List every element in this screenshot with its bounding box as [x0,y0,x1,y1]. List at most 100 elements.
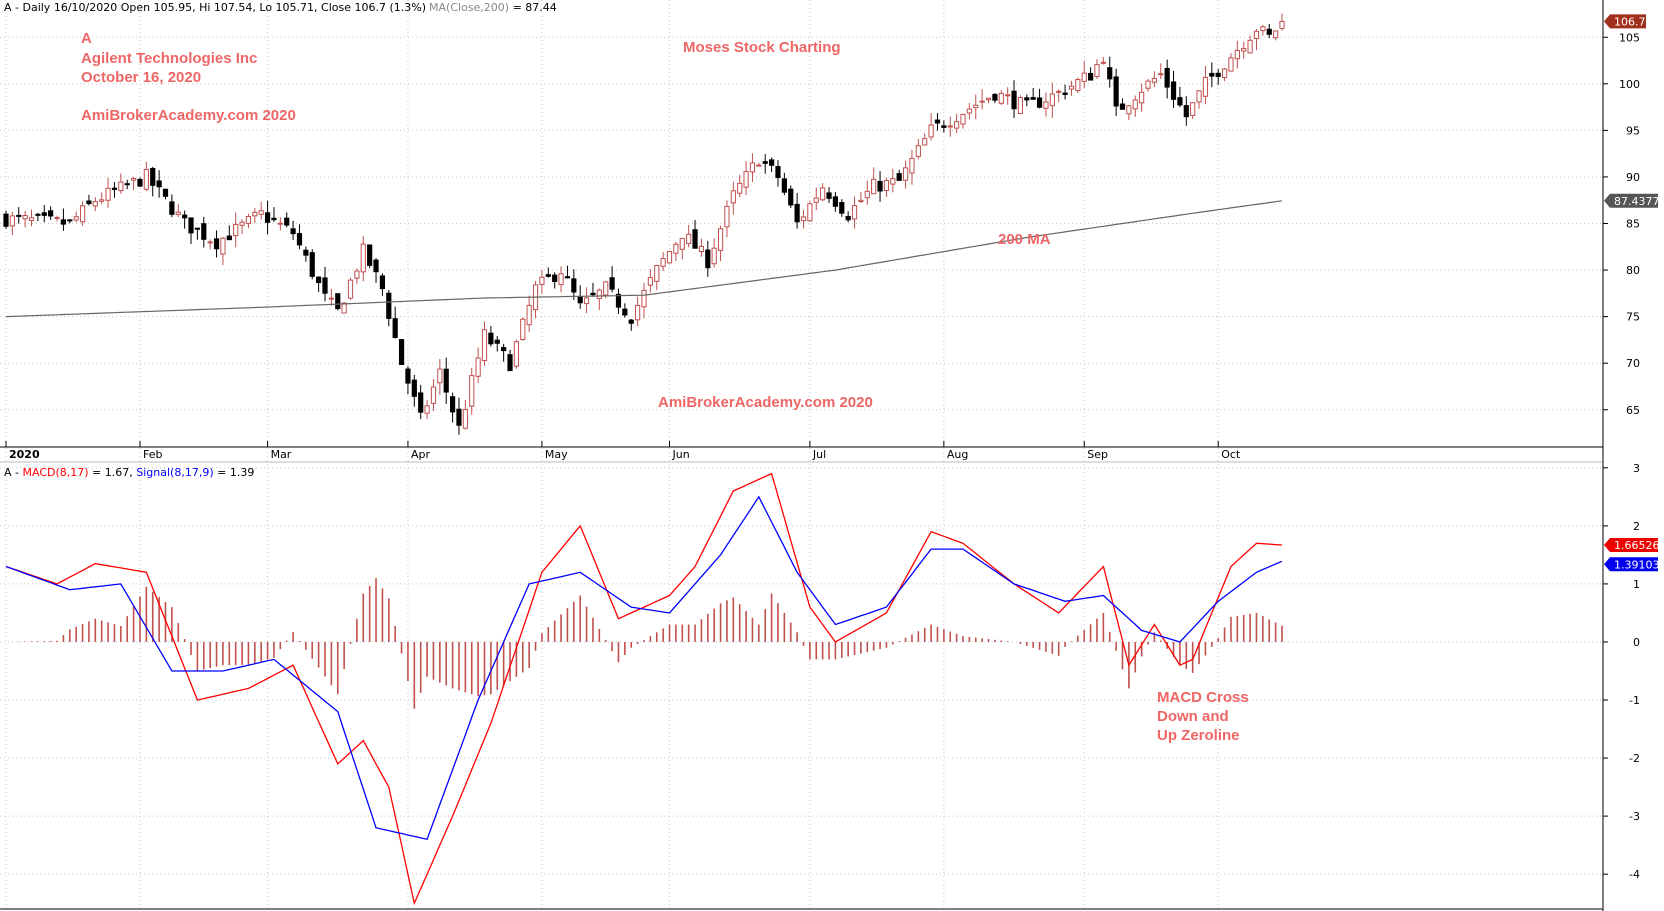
candle-body [966,108,972,114]
candle-body [92,201,98,207]
candle-body [322,277,328,294]
company-annotation: Agilent Technologies Inc [81,50,257,67]
site-annotation-top: AmiBrokerAcademy.com 2020 [81,107,296,124]
candle-body [851,205,858,220]
ma200-line [5,200,1283,318]
candle-body [1094,64,1100,77]
candle-body [398,339,405,365]
candle-body [309,252,315,277]
candle-body [858,199,864,202]
price-tick-label: 65 [1626,404,1640,417]
candle-body [1241,48,1247,52]
candle-body [973,104,979,109]
macd-value-tag: 1.66526 [1604,538,1660,553]
candle-body [16,214,22,217]
candle-body [1164,67,1170,88]
candle-body [54,217,60,220]
price-tick-label: 100 [1619,78,1640,91]
price-axis-ticks: 65 70 75 80 85 90 95 100 105 [1603,31,1640,417]
candle-body [1062,92,1068,95]
candle-body [1081,72,1087,82]
candle-body [105,187,111,201]
candle-body [717,228,724,251]
candle-body [443,368,449,393]
month-tick-label: Aug [947,448,968,461]
price-tick-label: 90 [1626,171,1640,184]
ma-price-tag: 87.4377 [1604,193,1660,208]
candle-body [864,190,870,199]
candle-body [520,318,526,340]
macd-axis-ticks: -4 -3 -2 -1 0 1 2 3 [1603,462,1640,881]
candle-body [131,177,137,181]
macd-tick-label: -1 [1629,694,1640,707]
candle-body [1126,105,1132,115]
candle-body [48,210,54,217]
candle-body [839,202,845,214]
candle-body [277,222,283,225]
price-header-prefix: A - Daily 16/10/2020 Open 105.95, Hi 107… [4,1,426,14]
month-tick-label: Jul [812,448,826,461]
candle-body [928,124,934,138]
candle-body [67,219,73,222]
candle-body [762,161,768,164]
grid-lines [0,0,1603,909]
candle-body [539,276,545,285]
price-header-ma: MA(Close,200) [429,1,509,14]
candle-body [373,259,379,273]
candle-body [660,258,666,267]
month-tick-label: Mar [271,448,292,461]
candle-body [1215,72,1221,77]
candle-body [813,197,819,203]
candle-body [379,275,386,290]
candle-body [1056,90,1062,93]
candle-body [1011,90,1017,110]
candle-body [698,245,705,253]
candle-body [9,215,15,227]
macd-header-macd: MACD(8,17) [23,466,89,479]
candle-body [545,274,551,277]
candle-body [526,304,532,326]
candle-body [1266,28,1272,35]
candle-body [871,178,877,195]
candle-body [558,273,564,286]
candle-body [41,212,47,216]
candle-body [316,276,322,284]
candle-body [1017,97,1024,115]
price-header-ma-value: = 87.44 [509,1,557,14]
candle-body [271,217,277,221]
macd-value-tag-text: 1.66526 [1614,539,1660,552]
candle-body [883,180,890,191]
candle-body [239,221,245,226]
month-tick-label: Jun [672,448,690,461]
candle-body [1107,67,1113,80]
candle-body [577,295,583,304]
candle-body [641,289,647,308]
candle-body [150,168,156,186]
candle-body [954,121,960,129]
candle-body [756,164,762,167]
candle-body [296,233,303,246]
price-tick-label: 70 [1626,357,1640,370]
month-tick-label: May [545,448,568,461]
candlestick-series [3,13,1285,435]
candle-body [1100,61,1106,64]
candle-body [564,276,571,279]
candle-body [1177,97,1183,106]
candle-body [79,205,86,223]
candle-body [28,217,35,222]
candle-body [143,169,149,190]
candle-body [1139,91,1145,104]
candle-body [979,100,985,103]
price-tick-label: 105 [1619,31,1640,44]
month-tick-label: Sep [1087,448,1108,461]
candle-body [1075,79,1081,92]
price-tick-label: 80 [1626,264,1640,277]
candle-body [615,293,622,308]
candle-body [162,188,169,197]
candle-body [111,187,118,190]
candle-body [118,181,124,192]
macd-line [5,472,1283,906]
candle-body [169,201,175,215]
candle-body [666,251,673,264]
candle-body [418,392,424,413]
